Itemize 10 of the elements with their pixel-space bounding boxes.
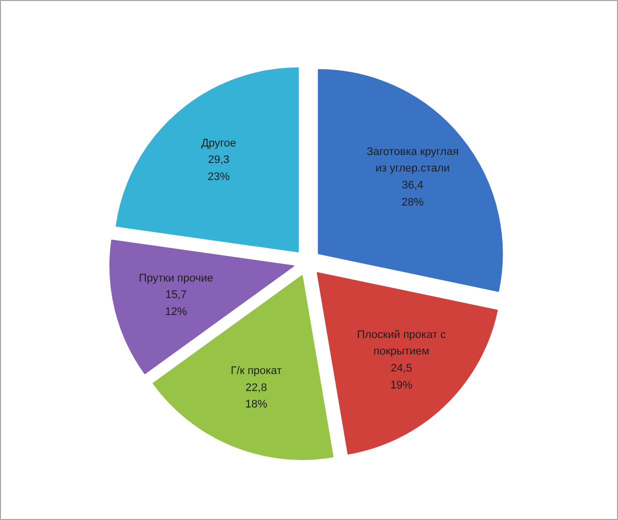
data-label: 15,7 12% [165, 289, 188, 318]
slice-label: Прутки прочие [138, 272, 214, 284]
data-label: 36,4 28% [402, 180, 424, 208]
slice-label: Другое [201, 137, 236, 150]
slice-label: Г/к прокат [230, 365, 282, 378]
data-label: 29,3 23% [208, 154, 230, 184]
slice-label: Заготовка круглая из углер.стали [366, 146, 459, 175]
data-label: 22,8 18% [245, 382, 268, 411]
slice-label: Плоский прокат с покрытием [356, 328, 446, 358]
data-label: 24,5 19% [390, 362, 413, 392]
